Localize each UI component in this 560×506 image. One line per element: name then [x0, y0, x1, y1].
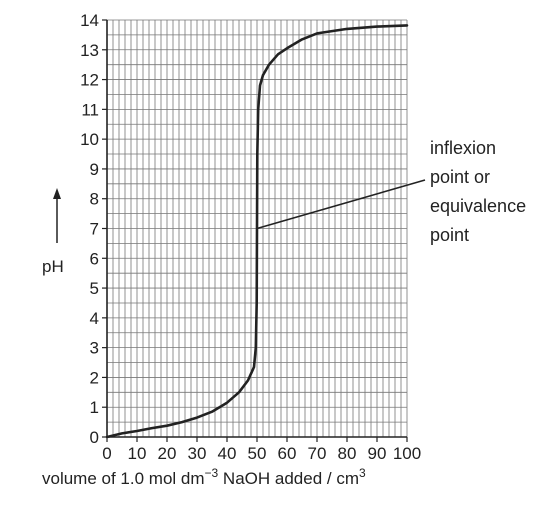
- annotation-line: inflexion: [430, 138, 496, 158]
- annotation-text: inflexion point or equivalence point: [430, 138, 526, 245]
- y-axis-arrow-head: [53, 188, 61, 199]
- y-tick-label: 13: [80, 41, 99, 60]
- x-axis-label: volume of 1.0 mol dm−3 NaOH added / cm3: [42, 466, 366, 488]
- y-tick-label: 11: [81, 100, 99, 119]
- x-tick-label: 0: [102, 444, 111, 463]
- annotation-line: equivalence: [430, 196, 526, 216]
- y-tick-label: 6: [90, 249, 99, 268]
- y-tick-label: 14: [80, 11, 99, 30]
- x-tick-labels: 0 10 20 30 40 50 60 70 80 90 100: [102, 444, 421, 463]
- x-tick-label: 30: [188, 444, 207, 463]
- y-tick-label: 9: [90, 160, 99, 179]
- chart-grid: [106, 19, 408, 438]
- x-tick-label: 60: [278, 444, 297, 463]
- chart-axes: [102, 19, 408, 442]
- y-tick-label: 2: [90, 368, 99, 387]
- y-tick-label: 7: [90, 220, 99, 239]
- y-tick-label: 5: [90, 279, 99, 298]
- y-tick-label: 8: [90, 190, 99, 209]
- y-axis-label: pH: [42, 257, 64, 276]
- y-tick-label: 1: [90, 398, 99, 417]
- y-tick-label: 3: [90, 339, 99, 358]
- titration-curve: [105, 24, 409, 439]
- x-tick-label: 80: [338, 444, 357, 463]
- x-tick-label: 20: [158, 444, 177, 463]
- y-tick-label: 0: [90, 428, 99, 447]
- y-tick-label: 10: [80, 130, 99, 149]
- x-tick-label: 10: [128, 444, 147, 463]
- y-tick-label: 4: [90, 309, 99, 328]
- x-tick-label: 70: [308, 444, 327, 463]
- x-tick-label: 90: [368, 444, 387, 463]
- y-tick-label: 12: [80, 71, 99, 90]
- x-tick-label: 40: [218, 444, 237, 463]
- annotation-line: point: [430, 225, 469, 245]
- annotation-line: point or: [430, 167, 490, 187]
- annotation-pointer-line: [256, 179, 426, 230]
- x-tick-label: 100: [393, 444, 421, 463]
- x-tick-label: 50: [248, 444, 267, 463]
